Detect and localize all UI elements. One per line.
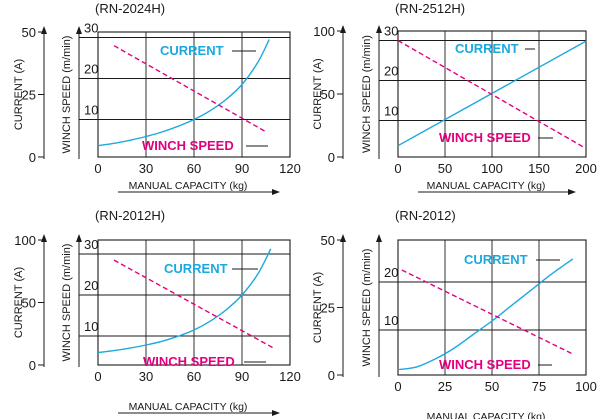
current-axis-arrow xyxy=(41,234,47,242)
speed-axis-title: WINCH SPEED (m/min) xyxy=(61,36,73,154)
chart-title: (RN-2024H) xyxy=(95,1,165,16)
speed-tick-label: 20 xyxy=(384,265,398,280)
chart-title: (RN-2512H) xyxy=(395,1,465,16)
current-series-line xyxy=(97,248,272,354)
x-tick-label: 150 xyxy=(528,161,550,176)
x-axis-title: MANUAL CAPACITY (kg) xyxy=(427,411,546,419)
current-axis-title: CURRENT (A) xyxy=(13,267,25,338)
current-tick-label: 50 xyxy=(321,233,335,248)
winch-speed-series-label: WINCH SPEED xyxy=(439,130,531,145)
current-tick-label: 50 xyxy=(321,87,335,102)
current-tick-label: 0 xyxy=(328,368,335,383)
current-tick-label: 0 xyxy=(328,150,335,165)
current-axis-title: CURRENT (A) xyxy=(312,272,324,343)
x-axis-arrow-head xyxy=(272,189,280,195)
current-tick-label: 50 xyxy=(22,25,36,40)
speed-tick-label: 10 xyxy=(84,319,98,334)
current-axis-title: CURRENT (A) xyxy=(312,58,324,129)
speed-tick-label: 20 xyxy=(84,62,98,77)
current-axis-arrow xyxy=(41,26,47,34)
current-series-line xyxy=(97,39,270,147)
chart-panel-3: 0 30 60 90 120 10 20 30 0 50 100 CURRENT (A) WINCH S… xyxy=(13,208,301,416)
speed-tick-label: 30 xyxy=(84,237,98,252)
current-series-line xyxy=(397,40,587,147)
current-series-label: CURRENT xyxy=(455,41,519,56)
current-series-line xyxy=(397,258,574,371)
speed-axis-arrow xyxy=(376,234,382,242)
current-tick-label: 100 xyxy=(313,24,335,39)
current-axis-title: CURRENT (A) xyxy=(13,59,25,130)
current-tick-label: 50 xyxy=(22,296,36,311)
x-tick-label: 100 xyxy=(481,161,503,176)
winch-speed-series-line xyxy=(113,45,267,133)
x-tick-label: 90 xyxy=(235,161,249,176)
current-series-label: CURRENT xyxy=(164,261,228,276)
speed-tick-label: 20 xyxy=(84,278,98,293)
x-tick-label: 25 xyxy=(438,379,452,394)
winch-speed-series-label: WINCH SPEED xyxy=(142,138,234,153)
speed-axis-arrow xyxy=(76,234,82,242)
chart-title: (RN-2012H) xyxy=(95,208,165,223)
chart-panel-2: 0 50 100 150 200 10 20 30 0 50 100 CURRENT (A) WINCH… xyxy=(312,1,597,195)
x-tick-label: 120 xyxy=(279,369,301,384)
x-tick-label: 0 xyxy=(394,379,401,394)
speed-tick-label: 10 xyxy=(84,103,98,118)
current-tick-label: 25 xyxy=(321,301,335,316)
x-tick-label: 90 xyxy=(235,369,249,384)
x-axis-arrow-head xyxy=(568,189,576,195)
chart-title: (RN-2012) xyxy=(395,208,456,223)
x-tick-label: 50 xyxy=(438,161,452,176)
speed-axis-title: WINCH SPEED (m/min) xyxy=(361,35,373,153)
x-axis-title: MANUAL CAPACITY (kg) xyxy=(427,180,546,192)
x-tick-label: 0 xyxy=(394,161,401,176)
chart-panel-1: 0 30 60 90 120 10 20 30 0 25 50 CURRENT (A) WINCH SP… xyxy=(13,1,301,195)
speed-axis-title: WINCH SPEED (m/min) xyxy=(61,244,73,362)
x-tick-label: 75 xyxy=(532,379,546,394)
winch-speed-series-label: WINCH SPEED xyxy=(143,354,235,369)
speed-tick-label: 30 xyxy=(84,21,98,36)
x-tick-label: 0 xyxy=(94,369,101,384)
x-axis-title: MANUAL CAPACITY (kg) xyxy=(129,401,248,413)
current-tick-label: 25 xyxy=(22,88,36,103)
current-tick-label: 0 xyxy=(29,150,36,165)
x-axis-arrow-head xyxy=(272,410,280,416)
speed-axis-title: WINCH SPEED (m/min) xyxy=(361,249,373,367)
speed-tick-label: 10 xyxy=(384,313,398,328)
current-axis-arrow xyxy=(340,234,346,242)
current-series-label: CURRENT xyxy=(464,252,528,267)
x-tick-label: 30 xyxy=(139,369,153,384)
x-tick-label: 60 xyxy=(187,161,201,176)
current-tick-label: 0 xyxy=(29,358,36,373)
x-tick-label: 120 xyxy=(279,161,301,176)
winch-speed-series-line xyxy=(401,269,574,355)
x-tick-label: 30 xyxy=(139,161,153,176)
current-tick-label: 100 xyxy=(14,233,36,248)
winch-speed-series-line xyxy=(397,39,587,150)
speed-tick-label: 20 xyxy=(384,64,398,79)
x-tick-label: 100 xyxy=(575,379,597,394)
winch-speed-series-line xyxy=(113,259,275,349)
x-tick-label: 60 xyxy=(187,369,201,384)
x-tick-label: 50 xyxy=(485,379,499,394)
speed-axis-arrow xyxy=(76,26,82,34)
x-axis-title: MANUAL CAPACITY (kg) xyxy=(129,180,248,192)
speed-tick-label: 30 xyxy=(384,24,398,39)
speed-tick-label: 10 xyxy=(384,104,398,119)
current-series-label: CURRENT xyxy=(160,43,224,58)
winch-speed-series-label: WINCH SPEED xyxy=(439,357,531,372)
current-axis-arrow xyxy=(340,25,346,33)
x-tick-label: 0 xyxy=(94,161,101,176)
speed-axis-arrow xyxy=(376,25,382,33)
chart-panel-4: 0 25 50 75 100 10 20 0 25 50 CURRENT (A) WINCH SPEE… xyxy=(312,208,597,419)
x-tick-label: 200 xyxy=(575,161,597,176)
